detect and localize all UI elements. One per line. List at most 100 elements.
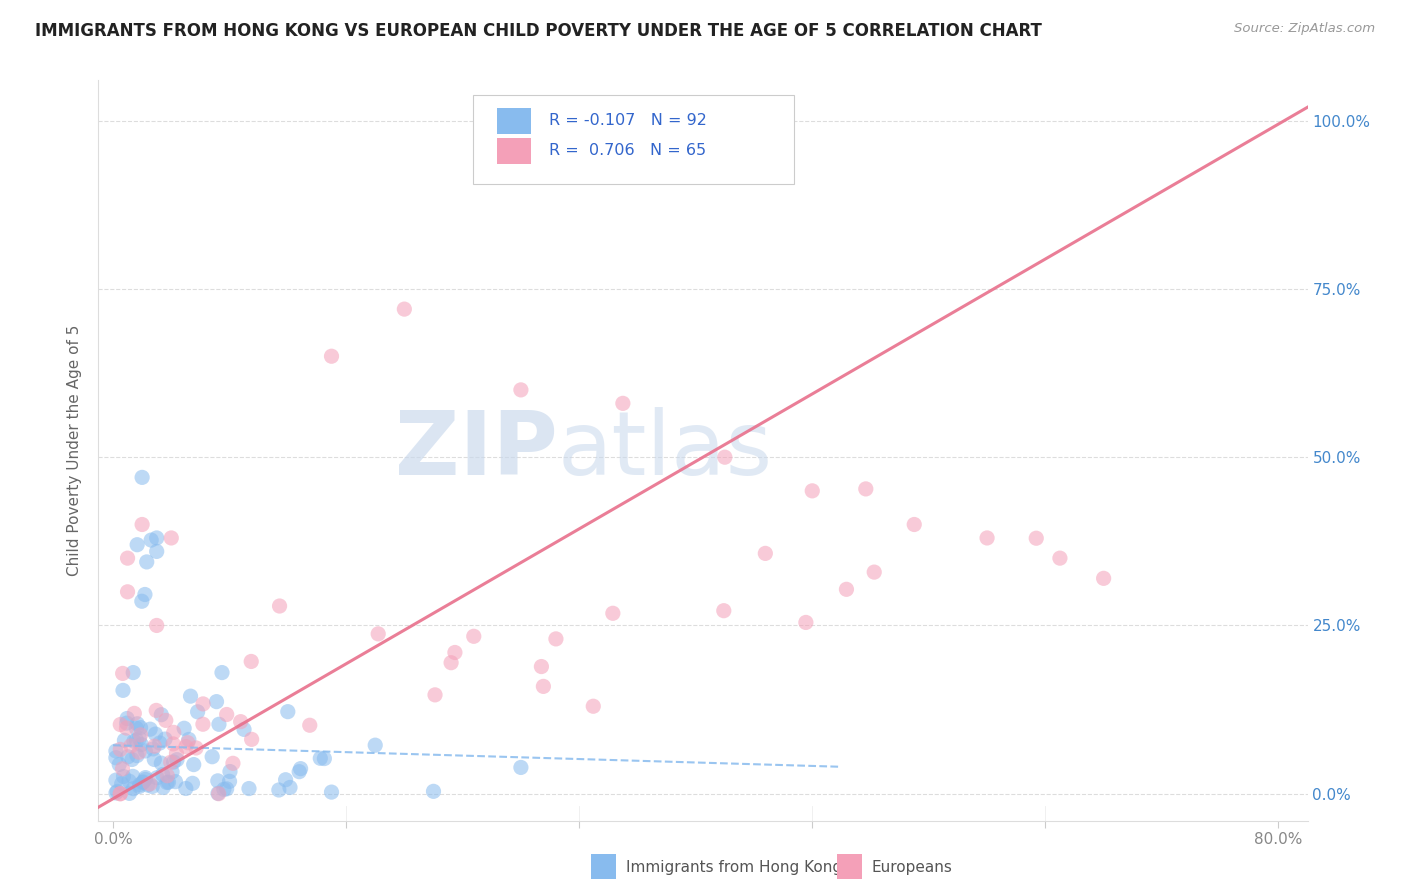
Point	[208, 717, 231, 731]
Point	[139, 777, 162, 791]
Point	[205, 695, 228, 709]
Point	[131, 517, 153, 532]
Point	[174, 781, 197, 796]
Point	[153, 732, 176, 747]
Point	[211, 665, 233, 680]
Point	[855, 482, 877, 496]
Text: ZIP: ZIP	[395, 407, 558, 494]
Point	[131, 738, 153, 752]
Point	[111, 777, 134, 791]
Point	[165, 774, 187, 789]
FancyBboxPatch shape	[498, 108, 531, 134]
Point	[218, 774, 240, 789]
Point	[141, 533, 163, 547]
Point	[117, 584, 139, 599]
Point	[110, 742, 132, 756]
Point	[240, 655, 263, 669]
Point	[121, 752, 143, 766]
Point	[134, 744, 156, 758]
Point	[184, 741, 207, 756]
FancyBboxPatch shape	[498, 138, 531, 164]
Point	[423, 688, 446, 702]
Point	[298, 718, 321, 732]
Point	[863, 565, 886, 579]
Point	[127, 716, 149, 731]
Point	[288, 764, 311, 779]
Point	[131, 775, 153, 789]
Point	[149, 736, 172, 750]
Point	[127, 538, 149, 552]
Point	[602, 607, 624, 621]
Point	[110, 717, 132, 731]
Point	[117, 749, 139, 764]
Point	[191, 717, 214, 731]
Point	[290, 762, 312, 776]
Point	[422, 784, 444, 798]
Point	[612, 396, 634, 410]
Point	[166, 753, 188, 767]
Point	[903, 517, 925, 532]
Point	[128, 745, 150, 759]
Point	[118, 786, 141, 800]
Point	[104, 773, 127, 788]
Text: Europeans: Europeans	[872, 860, 953, 874]
Point	[139, 722, 162, 736]
Point	[157, 775, 180, 789]
Point	[714, 450, 737, 465]
Point	[367, 627, 389, 641]
Point	[110, 787, 132, 801]
Point	[129, 721, 152, 735]
Point	[180, 689, 202, 703]
Point	[835, 582, 858, 597]
Point	[238, 781, 260, 796]
Text: Immigrants from Hong Kong: Immigrants from Hong Kong	[626, 860, 842, 874]
Point	[269, 599, 291, 613]
Point	[1092, 571, 1115, 585]
Point	[267, 783, 290, 797]
Point	[801, 483, 824, 498]
Point	[159, 756, 181, 770]
Point	[277, 705, 299, 719]
Point	[160, 531, 183, 545]
Point	[131, 470, 153, 484]
Point	[141, 780, 163, 794]
Point	[112, 733, 135, 747]
Point	[111, 683, 134, 698]
Point	[207, 786, 229, 800]
Point	[191, 697, 214, 711]
Text: R =  0.706   N = 65: R = 0.706 N = 65	[550, 144, 707, 159]
Point	[976, 531, 998, 545]
Point	[111, 666, 134, 681]
Point	[754, 546, 776, 560]
Point	[122, 781, 145, 796]
Point	[531, 680, 554, 694]
Point	[177, 732, 200, 747]
Point	[152, 780, 174, 795]
Point	[145, 703, 167, 717]
Point	[229, 714, 252, 729]
Point	[212, 782, 235, 797]
Point	[240, 732, 263, 747]
Point	[1025, 531, 1047, 545]
Point	[713, 604, 735, 618]
Point	[215, 707, 238, 722]
Point	[104, 750, 127, 764]
Point	[187, 705, 209, 719]
Point	[115, 716, 138, 731]
Point	[174, 739, 197, 754]
Point	[794, 615, 817, 630]
Point	[274, 772, 297, 787]
Point	[309, 751, 332, 765]
Point	[117, 551, 139, 566]
Point	[122, 769, 145, 783]
Point	[233, 723, 256, 737]
Point	[128, 780, 150, 794]
Point	[122, 734, 145, 748]
Point	[105, 784, 128, 798]
Point	[132, 775, 155, 789]
Text: Source: ZipAtlas.com: Source: ZipAtlas.com	[1234, 22, 1375, 36]
Point	[1049, 551, 1071, 566]
Point	[444, 645, 467, 659]
Point	[134, 587, 156, 601]
Point	[145, 531, 167, 545]
